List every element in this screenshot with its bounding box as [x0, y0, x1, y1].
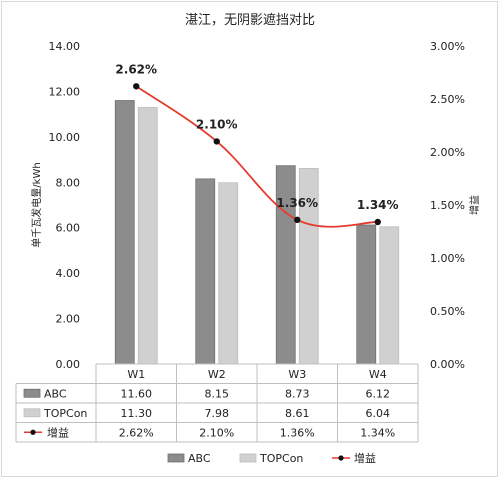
legend-key-topcon [23, 408, 41, 418]
table-cell: 6.12 [366, 387, 391, 400]
x-tick-label: W1 [127, 368, 145, 381]
legend-key-marker [338, 455, 344, 461]
bar-abc [114, 100, 135, 365]
y-tick-label: 10.00 [49, 131, 81, 144]
table-cell: 1.36% [280, 426, 315, 439]
table-cell: 2.10% [199, 426, 234, 439]
chart-title: 湛江，无阴影遮挡对比 [185, 12, 315, 28]
y-tick-label: 14.00 [49, 40, 81, 53]
table-cell: 11.30 [121, 407, 153, 420]
y-tick-label: 2.00 [56, 313, 81, 326]
y-tick-label: 6.00 [56, 222, 81, 235]
table-cell: 6.04 [366, 407, 391, 420]
bar-topcon [379, 226, 400, 365]
gain-line [135, 85, 378, 228]
y-axis-title: 单千瓦发电量/kWh [30, 162, 43, 247]
y-tick-label: 4.00 [56, 267, 81, 280]
y2-tick-label: 1.50% [430, 199, 465, 212]
y2-tick-label: 0.00% [430, 358, 465, 371]
gain-data-label: 1.36% [276, 196, 318, 210]
legend-key-abc [167, 453, 185, 463]
table-cell: 8.73 [285, 387, 310, 400]
x-tick-label: W4 [369, 368, 387, 381]
y2-tick-label: 2.50% [430, 93, 465, 106]
x-tick-label: W2 [208, 368, 226, 381]
y2-tick-label: 3.00% [430, 40, 465, 53]
bar-topcon [137, 106, 158, 365]
table-cell: 7.98 [205, 407, 230, 420]
legend-label: 增益 [354, 451, 376, 465]
y-tick-label: 0.00 [56, 358, 81, 371]
y-tick-label: 8.00 [56, 176, 81, 189]
y2-tick-label: 1.00% [430, 252, 465, 265]
gain-data-label: 1.34% [357, 198, 399, 212]
table-cell: 1.34% [360, 426, 395, 439]
bar-abc [356, 224, 377, 365]
table-cell: 2.62% [119, 426, 154, 439]
gain-point [294, 216, 301, 224]
table-cell: 11.60 [121, 387, 153, 400]
gain-data-label: 2.10% [196, 117, 238, 131]
legend-label: ABC [188, 452, 211, 465]
legend-key-marker [30, 429, 36, 435]
table-cell: 8.61 [285, 407, 310, 420]
legend-label: TOPCon [259, 452, 303, 465]
x-tick-label: W3 [288, 368, 306, 381]
y2-axis-title: 增益 [468, 195, 481, 215]
gain-point [213, 138, 220, 145]
gain-point [133, 83, 140, 90]
y-tick-label: 12.00 [49, 85, 81, 98]
gain-data-label: 2.62% [115, 62, 157, 76]
gain-point [374, 218, 381, 226]
bar-topcon [218, 182, 239, 365]
y2-tick-label: 0.50% [430, 305, 465, 318]
table-series-name: ABC [44, 387, 67, 400]
bar-abc [195, 178, 216, 365]
legend-key-abc [23, 388, 41, 398]
table-series-name: TOPCon [43, 407, 87, 420]
legend-key-topcon [239, 453, 257, 463]
table-series-name: 增益 [47, 425, 69, 439]
y2-tick-label: 2.00% [430, 146, 465, 159]
table-cell: 8.15 [205, 387, 230, 400]
